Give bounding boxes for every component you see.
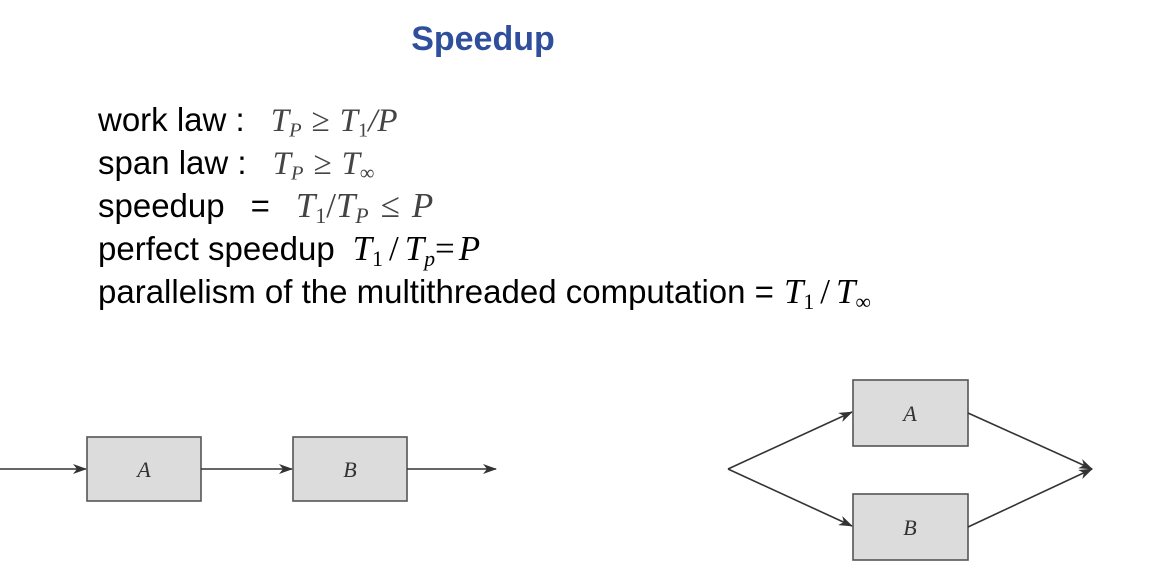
parallelism-num: T bbox=[783, 272, 804, 311]
parallel-arrow-to-b bbox=[727, 468, 853, 527]
parallel-arrow-to-a bbox=[727, 411, 853, 470]
work-law-rhs-tail: /P bbox=[368, 103, 398, 139]
parallelism-den-sub: ∞ bbox=[855, 290, 871, 315]
parallel-box-b bbox=[852, 493, 969, 561]
parallelism-num-sub: 1 bbox=[803, 290, 815, 315]
speedup-lhs-sub: 1 bbox=[315, 204, 327, 229]
span-law-lhs-sub: P bbox=[290, 162, 304, 185]
parallelism-label: parallelism of the multithreaded computa… bbox=[98, 273, 774, 310]
span-law-line: span law : TP ≥ T∞ bbox=[98, 141, 871, 184]
speedup-label: speedup bbox=[98, 187, 225, 224]
work-law-lhs: T bbox=[270, 103, 290, 139]
span-law-rhs-sub: ∞ bbox=[359, 162, 375, 185]
speedup-rel: ≤ bbox=[380, 186, 400, 225]
span-law-rel: ≥ bbox=[313, 146, 332, 182]
span-law-formula: TP ≥ T∞ bbox=[272, 146, 375, 185]
work-law-rhs-sub: 1 bbox=[358, 119, 369, 142]
speedup-slash: / bbox=[326, 186, 336, 225]
parallelism-formula: T1/T∞ bbox=[783, 272, 871, 315]
span-law-label: span law : bbox=[98, 144, 247, 181]
parallelism-den: T bbox=[836, 272, 856, 311]
work-law-formula: TP ≥ T1/P bbox=[270, 103, 398, 142]
perfect-rhs: P bbox=[458, 229, 481, 268]
speedup-eq: = bbox=[250, 187, 270, 224]
laws-block: work law : TP ≥ T1/P span law : TP ≥ T∞ speedu… bbox=[98, 98, 871, 313]
perfect-den: T bbox=[404, 229, 425, 268]
speedup-line: speedup = T1/TP ≤ P bbox=[98, 184, 871, 227]
serial-diagram: A B bbox=[0, 436, 497, 502]
perfect-speedup-formula: T1/Tp= P bbox=[352, 229, 481, 272]
parallel-arrow-from-b bbox=[967, 468, 1093, 528]
speedup-formula: T1/TP ≤ P bbox=[295, 186, 434, 229]
span-law-lhs: T bbox=[272, 146, 291, 182]
span-law-rhs: T bbox=[341, 146, 360, 182]
parallel-diagram: A B bbox=[727, 379, 1093, 561]
parallel-box-a-label: A bbox=[901, 401, 917, 426]
work-law-label: work law : bbox=[98, 101, 245, 138]
parallel-box-b-label: B bbox=[903, 515, 916, 540]
speedup-den-sub: P bbox=[355, 204, 369, 229]
parallel-box-a bbox=[852, 379, 969, 447]
perfect-slash: / bbox=[388, 229, 399, 268]
serial-box-b-label: B bbox=[343, 457, 356, 482]
work-law-rel: ≥ bbox=[311, 103, 330, 139]
slide-title: Speedup bbox=[411, 20, 555, 58]
parallelism-slash: / bbox=[820, 272, 830, 311]
perfect-speedup-line: perfect speedup T1/Tp= P bbox=[98, 227, 871, 270]
perfect-num-sub: 1 bbox=[372, 247, 383, 272]
perfect-num: T bbox=[352, 229, 373, 268]
perfect-eq: = bbox=[435, 229, 455, 268]
speedup-den: T bbox=[335, 186, 356, 225]
work-law-line: work law : TP ≥ T1/P bbox=[98, 98, 871, 141]
parallelism-line: parallelism of the multithreaded computa… bbox=[98, 270, 871, 313]
perfect-speedup-label: perfect speedup bbox=[98, 230, 335, 267]
work-law-rhs: T bbox=[339, 103, 359, 139]
speedup-lhs: T bbox=[295, 186, 316, 225]
serial-box-a-label: A bbox=[135, 457, 151, 482]
parallel-arrow-from-a bbox=[967, 412, 1093, 470]
perfect-den-sub: p bbox=[424, 247, 436, 272]
work-law-lhs-sub: P bbox=[289, 119, 302, 142]
speedup-rhs: P bbox=[411, 186, 434, 225]
